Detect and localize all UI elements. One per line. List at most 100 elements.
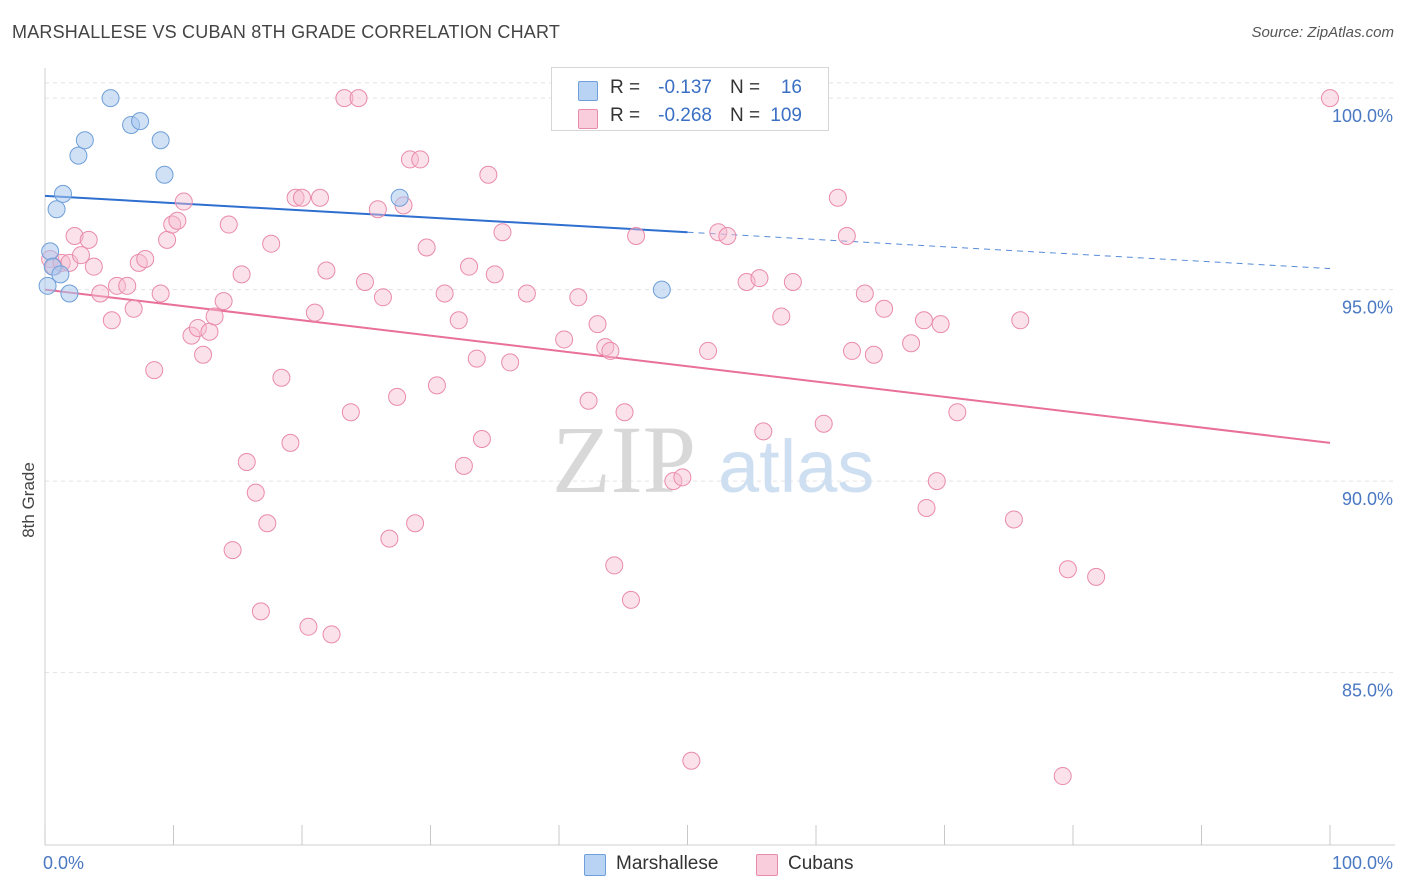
cubans-point xyxy=(258,514,277,533)
y-axis-label: 8th Grade xyxy=(19,462,38,538)
cubans-point xyxy=(855,284,874,303)
cubans-point xyxy=(772,307,791,326)
cubans-point xyxy=(485,265,504,284)
cubans-point xyxy=(214,292,233,311)
y-tick-label: 85.0% xyxy=(1342,681,1393,701)
legend-r-label: R = xyxy=(610,77,641,98)
cubans-point xyxy=(368,200,387,219)
cubans-point xyxy=(1321,89,1339,108)
cubans-point xyxy=(615,403,634,422)
x-tick-label: 100.0% xyxy=(1332,853,1393,873)
axes xyxy=(44,68,1395,846)
legend-r-value: -0.137 xyxy=(658,77,712,98)
marshallese-point xyxy=(69,146,88,165)
cubans-point xyxy=(219,215,238,234)
marshallese-point xyxy=(131,112,150,131)
marshallese-point xyxy=(155,165,174,184)
legend-r-value: -0.268 xyxy=(658,105,712,126)
series-legend: Marshallese Cubans xyxy=(0,852,1406,878)
marshallese-swatch xyxy=(578,81,598,101)
cubans-point xyxy=(837,227,856,246)
legend-label: Cubans xyxy=(788,853,854,874)
marshallese-trend-line xyxy=(44,194,688,234)
cubans-point xyxy=(479,165,498,184)
cubans-point xyxy=(223,541,242,560)
marshallese-point xyxy=(75,131,94,150)
cubans-point xyxy=(406,514,425,533)
cubans-point xyxy=(388,387,407,406)
cubans-point xyxy=(493,223,512,242)
cubans-point xyxy=(293,188,311,207)
cubans-point xyxy=(435,284,454,303)
cubans-point xyxy=(914,311,933,330)
legend-r-label: R = xyxy=(610,105,641,126)
cubans-point xyxy=(355,272,374,291)
cubans-point xyxy=(205,307,224,326)
cubans-point xyxy=(251,602,270,621)
cubans-point xyxy=(449,311,468,330)
tick-labels: 85.0% 90.0% 95.0% 100.0% 0.0% 100.0% xyxy=(43,106,1393,873)
cubans-point xyxy=(454,456,473,475)
cubans-point xyxy=(65,227,84,246)
cubans-point xyxy=(842,341,861,360)
cubans-point xyxy=(718,227,737,246)
data-points xyxy=(38,89,1339,786)
cubans-point xyxy=(310,188,329,207)
marshallese-point xyxy=(151,131,170,150)
marshallese-point xyxy=(60,284,79,303)
cubans-point xyxy=(200,322,219,341)
cubans-point xyxy=(814,414,833,433)
cubans-point xyxy=(237,453,256,471)
cubans-point xyxy=(145,361,164,380)
cubans-point xyxy=(750,269,769,288)
legend-n-label: N = xyxy=(730,77,761,98)
cubans-point xyxy=(71,246,90,265)
cubans-point xyxy=(262,234,281,253)
cubans-point xyxy=(709,223,728,242)
marshallese-point xyxy=(53,184,72,203)
cubans-swatch xyxy=(756,854,778,876)
marshallese-point xyxy=(47,200,66,219)
cubans-point xyxy=(400,150,419,169)
cubans-point xyxy=(124,299,143,318)
cubans-point xyxy=(317,261,336,280)
cubans-point xyxy=(1053,767,1072,786)
y-tick-label: 90.0% xyxy=(1342,489,1393,509)
cubans-point xyxy=(341,403,360,422)
cubans-point xyxy=(555,330,574,349)
marshallese-trend-extension xyxy=(687,231,1331,270)
cubans-point xyxy=(188,318,207,337)
cubans-point xyxy=(948,403,967,422)
cubans-point xyxy=(501,353,520,372)
cubans-point xyxy=(754,422,773,441)
cubans-point xyxy=(305,303,324,322)
cubans-point xyxy=(1011,311,1030,330)
cubans-point xyxy=(246,483,265,502)
cubans-point xyxy=(472,430,491,449)
cubans-point xyxy=(174,192,193,211)
cubans-point xyxy=(460,257,479,276)
cubans-point xyxy=(136,250,155,269)
cubans-point xyxy=(349,89,368,108)
cubans-point xyxy=(84,257,103,276)
cubans-point xyxy=(621,590,640,609)
cubans-point xyxy=(1058,560,1077,579)
cubans-point xyxy=(411,150,430,169)
cubans-point xyxy=(427,376,446,395)
cubans-point xyxy=(664,472,683,491)
legend-n-value: 16 xyxy=(780,77,802,98)
cubans-point xyxy=(927,472,946,491)
cubans-point xyxy=(373,288,392,307)
cubans-point xyxy=(1087,567,1106,586)
cubans-point xyxy=(467,349,486,368)
legend-n-value: 109 xyxy=(770,105,802,126)
cubans-point xyxy=(864,345,883,364)
legend-label: Marshallese xyxy=(616,853,719,874)
marshallese-point xyxy=(51,265,70,284)
y-tick-label: 95.0% xyxy=(1342,298,1393,318)
cubans-point xyxy=(828,188,847,207)
y-tick-label: 100.0% xyxy=(1332,106,1393,126)
marshallese-point xyxy=(101,89,120,108)
cubans-point xyxy=(118,276,137,295)
